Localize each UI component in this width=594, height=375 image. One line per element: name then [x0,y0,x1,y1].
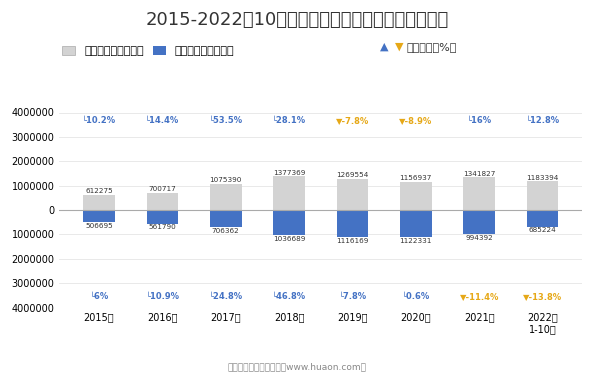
Text: 1377369: 1377369 [273,170,305,176]
Text: 1122331: 1122331 [400,238,432,244]
Text: └24.8%: └24.8% [208,292,243,301]
Bar [147,210,178,224]
Text: ▼: ▼ [395,42,403,52]
Text: 612275: 612275 [85,189,113,195]
Legend: 出口总额（万美元）, 进口总额（万美元）: 出口总额（万美元）, 进口总额（万美元） [60,44,237,58]
Bar [210,210,242,227]
Text: 706362: 706362 [212,228,239,234]
Bar [83,210,115,222]
Text: ▼-7.8%: ▼-7.8% [336,116,369,125]
Text: 制图：华经产业研究院（www.huaon.com）: 制图：华经产业研究院（www.huaon.com） [228,362,366,371]
Text: 1341827: 1341827 [463,171,495,177]
Text: └53.5%: └53.5% [208,116,243,125]
Bar [527,210,558,227]
Text: └10.9%: └10.9% [146,292,179,301]
Text: 1269554: 1269554 [336,172,369,178]
Text: └14.4%: └14.4% [146,116,179,125]
Text: └12.8%: └12.8% [526,116,560,125]
Text: └7.8%: └7.8% [339,292,366,301]
Bar [147,193,178,210]
Bar [83,195,115,210]
Bar [210,184,242,210]
Text: 994392: 994392 [465,235,493,241]
Text: └0.6%: └0.6% [402,292,430,301]
Text: 506695: 506695 [85,223,113,229]
Bar [273,176,305,210]
Text: └10.2%: └10.2% [82,116,116,125]
Text: 同比增长（%）: 同比增长（%） [407,42,457,52]
Text: 700717: 700717 [148,186,176,192]
Text: └16%: └16% [467,116,492,125]
Text: 1116169: 1116169 [336,238,369,244]
Text: 1183394: 1183394 [526,174,559,180]
Bar [337,179,368,210]
Text: 561790: 561790 [148,224,176,230]
Bar [527,181,558,210]
Text: 2015-2022年10月无锡高新区综合保税区进、出口额: 2015-2022年10月无锡高新区综合保税区进、出口额 [146,11,448,29]
Bar [337,210,368,237]
Text: └6%: └6% [89,292,109,301]
Bar [400,210,432,237]
Bar [463,210,495,234]
Text: ▼-13.8%: ▼-13.8% [523,292,562,301]
Bar [463,177,495,210]
Bar [273,210,305,235]
Text: 1075390: 1075390 [210,177,242,183]
Text: ▼-11.4%: ▼-11.4% [460,292,499,301]
Text: ▲: ▲ [380,42,388,52]
Text: 1156937: 1156937 [400,175,432,181]
Text: ▼-8.9%: ▼-8.9% [399,116,432,125]
Text: 685224: 685224 [529,227,557,233]
Text: 1036689: 1036689 [273,236,305,242]
Bar [400,182,432,210]
Text: └46.8%: └46.8% [272,292,306,301]
Text: └28.1%: └28.1% [272,116,306,125]
